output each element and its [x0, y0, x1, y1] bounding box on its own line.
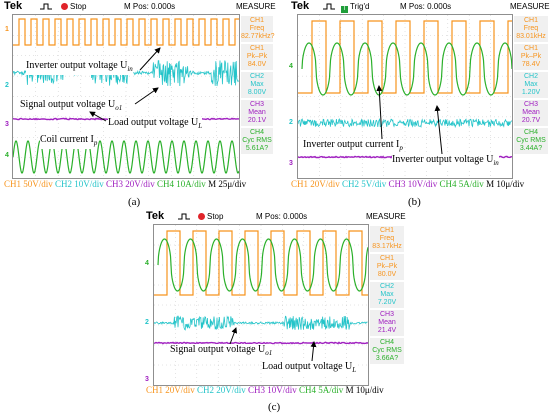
panel-caption: (c) [268, 401, 280, 413]
panel-caption: (a) [128, 196, 140, 208]
annotation-arrows [287, 0, 550, 212]
panel-a: Tek Stop M Pos: 0.000s MEASURE 1 2 3 4 C… [0, 0, 275, 212]
panel-caption: (b) [408, 196, 421, 208]
panel-c: Tek Stop M Pos: 0.000s MEASURE 4 2 3 CH1… [142, 210, 408, 417]
panel-b: Tek T Trig'd M Pos: 0.000s MEASURE 4 2 3 … [287, 0, 550, 212]
annotation-arrows [142, 210, 408, 417]
annotation-arrows [0, 0, 275, 212]
